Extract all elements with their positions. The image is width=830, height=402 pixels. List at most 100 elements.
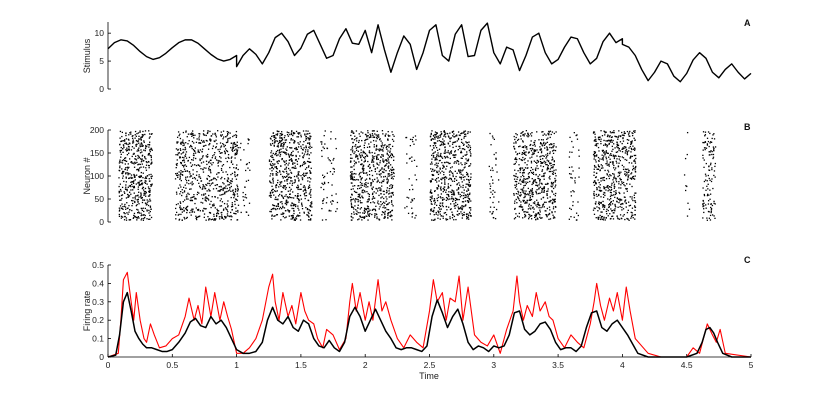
- spike-dot: [516, 153, 518, 156]
- spike-dot: [202, 186, 204, 188]
- spike-dot: [354, 191, 357, 193]
- spike-dot: [524, 184, 526, 187]
- spike-dot: [489, 185, 492, 187]
- spike-dot: [531, 148, 534, 150]
- spike-dot: [373, 191, 375, 193]
- spike-dot: [617, 218, 619, 220]
- spike-dot: [595, 176, 597, 178]
- spike-dot: [276, 168, 278, 170]
- spike-dot: [360, 156, 362, 159]
- spike-dot: [543, 174, 545, 176]
- spike-dot: [457, 138, 460, 141]
- spike-dot: [123, 145, 125, 147]
- spike-dot: [524, 202, 526, 204]
- spike-dot: [274, 208, 276, 210]
- spike-dot: [617, 172, 620, 174]
- spike-dot: [600, 180, 602, 182]
- spike-dot: [202, 197, 204, 200]
- spike-dot: [630, 215, 633, 218]
- spike-dot: [311, 214, 313, 216]
- spike-dot: [467, 132, 469, 135]
- spike-dot: [385, 169, 387, 172]
- spike-dot: [226, 215, 229, 217]
- spike-dot: [525, 190, 527, 192]
- spike-dot: [293, 141, 295, 144]
- spike-dot: [526, 202, 528, 204]
- spike-dot: [702, 204, 704, 206]
- spike-dot: [452, 175, 454, 178]
- spike-dot: [214, 157, 216, 160]
- spike-dot: [185, 157, 188, 159]
- spike-dot: [128, 149, 130, 151]
- spike-dot: [623, 147, 625, 150]
- spike-dot: [332, 167, 334, 170]
- spike-dot: [620, 203, 622, 206]
- spike-dot: [594, 133, 596, 135]
- spike-dot: [118, 185, 120, 188]
- spike-dot: [464, 133, 466, 135]
- spike-dot: [533, 181, 535, 183]
- spike-dot: [549, 146, 551, 149]
- spike-dot: [470, 200, 472, 202]
- spike-dot: [276, 181, 279, 184]
- spike-dot: [633, 159, 636, 161]
- spike-dot: [368, 136, 371, 139]
- spike-dot: [598, 181, 600, 184]
- spike-dot: [190, 175, 193, 177]
- spike-dot: [632, 176, 634, 178]
- spike-dot: [290, 138, 292, 140]
- spike-dot: [467, 201, 469, 203]
- spike-dot: [613, 167, 615, 169]
- spike-dot: [290, 133, 293, 136]
- spike-dot: [362, 165, 365, 167]
- spike-dot: [275, 214, 278, 216]
- spike-dot: [195, 218, 198, 221]
- spike-dot: [524, 167, 527, 169]
- spike-dot: [208, 165, 211, 168]
- spike-dot: [524, 193, 526, 195]
- spike-dot: [223, 136, 225, 138]
- spike-dot: [539, 146, 541, 148]
- spike-dot: [611, 150, 613, 152]
- spike-dot: [221, 194, 223, 196]
- spike-dot: [452, 197, 454, 200]
- spike-dot: [455, 154, 457, 156]
- spike-dot: [322, 202, 324, 205]
- spike-dot: [307, 166, 310, 168]
- spike-dot: [332, 159, 334, 161]
- spike-dot: [598, 186, 600, 188]
- spike-dot: [119, 183, 122, 185]
- spike-dot: [703, 194, 706, 197]
- spike-dot: [296, 175, 298, 177]
- spike-dot: [607, 187, 609, 189]
- spike-dot: [214, 133, 216, 135]
- spike-dot: [285, 166, 288, 168]
- spike-dot: [189, 173, 191, 175]
- spike-dot: [370, 182, 372, 184]
- spike-dot: [455, 202, 457, 204]
- spike-dot: [236, 144, 238, 147]
- spike-dot: [293, 204, 295, 206]
- spike-dot: [140, 136, 142, 138]
- spike-dot: [444, 178, 446, 180]
- spike-dot: [309, 219, 311, 221]
- spike-dot: [595, 143, 598, 145]
- spike-dot: [283, 185, 285, 187]
- spike-dot: [231, 205, 234, 207]
- spike-dot: [300, 147, 303, 149]
- spike-dot: [439, 187, 442, 189]
- spike-dot: [469, 148, 471, 151]
- spike-dot: [283, 212, 285, 215]
- spike-dot: [389, 215, 391, 217]
- spike-dot: [531, 177, 533, 180]
- spike-dot: [451, 211, 453, 213]
- spike-dot: [213, 215, 215, 217]
- spike-dot: [548, 160, 550, 162]
- spike-dot: [331, 203, 333, 205]
- spike-dot: [355, 154, 357, 156]
- spike-dot: [621, 134, 624, 136]
- spike-dot: [544, 172, 546, 174]
- spike-dot: [469, 192, 471, 194]
- spike-dot: [554, 198, 556, 200]
- spike-dot: [282, 170, 284, 173]
